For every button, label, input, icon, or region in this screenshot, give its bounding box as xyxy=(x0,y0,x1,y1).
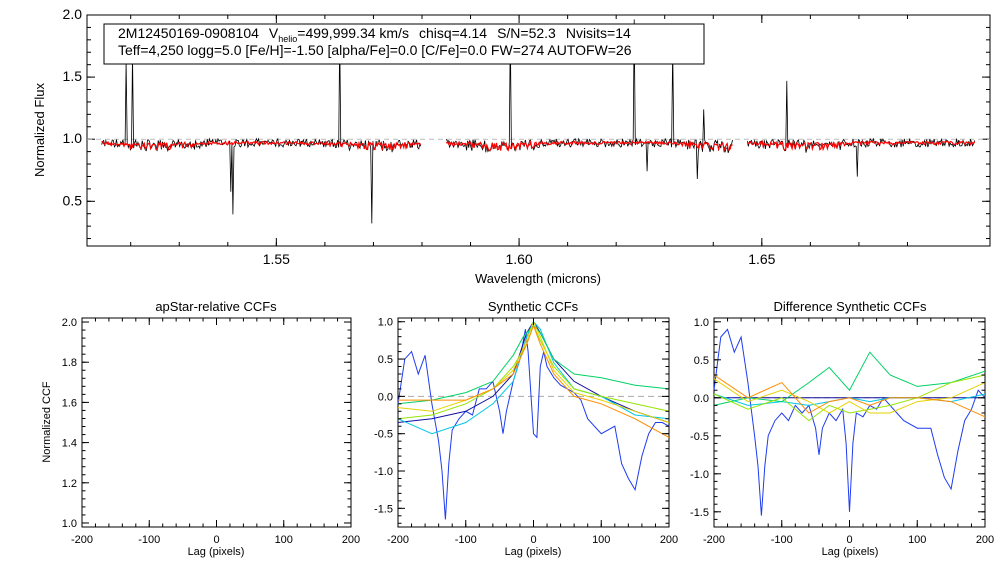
synthetic-ccf-line xyxy=(397,320,670,423)
apstar-ccf-title: apStar-relative CCFs xyxy=(155,299,277,314)
difference-ccf-xtick-label: 100 xyxy=(908,534,926,546)
apstar-ccf-ytick-label: 1.6 xyxy=(62,397,77,409)
apstar-ccf-ytick-label: 1.2 xyxy=(62,478,77,490)
difference-ccf-ytick-label: -0.5 xyxy=(690,431,709,443)
spectrum-plot: 1.55 1.60 1.65 0.5 1.0 1.5 2.0 2M12450169-0908… xyxy=(32,6,991,286)
difference-ccf-title: Difference Synthetic CCFs xyxy=(774,299,927,314)
synthetic-ccf-frame xyxy=(397,317,670,528)
synthetic-ccf-line xyxy=(398,324,670,438)
difference-ccf-xtick-label: -100 xyxy=(771,534,793,546)
spectrum-xtick-label: 1.55 xyxy=(263,251,290,267)
difference-ccf-panel: -200 -100 0 100 200 -1.5 -1.0 -0.5 0.0 0.5 1.0 Dif… xyxy=(690,299,994,558)
vhelio-label: V xyxy=(269,25,279,41)
difference-ccf-line xyxy=(713,378,986,414)
apstar-ccf-ytick-label: 2.0 xyxy=(62,317,77,329)
difference-ccf-ytick-label: 0.5 xyxy=(694,355,709,367)
spectrum-ytick-label: 2.0 xyxy=(63,6,83,22)
difference-ccf-line xyxy=(713,374,986,418)
difference-ccf-line xyxy=(713,351,986,406)
synthetic-ccf-ytick-label: -0.5 xyxy=(374,429,393,441)
apstar-ccf-xtick-label: -100 xyxy=(138,534,160,546)
spectrum-xtick-label: 1.65 xyxy=(748,251,775,267)
spectrum-xtick-label: 1.60 xyxy=(505,251,532,267)
difference-ccf-frame xyxy=(713,317,986,528)
synthetic-ccf-ytick-label: -1.0 xyxy=(374,466,393,478)
synthetic-ccf-xtick-label: -100 xyxy=(455,534,477,546)
difference-ccf-xtick-label: 0 xyxy=(846,534,852,546)
difference-ccf-ticks: -200 -100 0 100 200 -1.5 -1.0 -0.5 0.0 0.5 1.0 xyxy=(690,317,994,546)
difference-ccf-ytick-label: -1.0 xyxy=(690,469,709,481)
apstar-ccf-xtick-label: 0 xyxy=(213,534,219,546)
difference-ccf-series xyxy=(713,328,986,516)
difference-ccf-ytick-label: 0.0 xyxy=(694,393,709,405)
synthetic-ccf-xlabel: Lag (pixels) xyxy=(505,546,562,558)
synthetic-ccf-ytick-label: 0.0 xyxy=(378,391,393,403)
synthetic-ccf-ticks: -200 -100 0 100 200 -1.5 -1.0 -0.5 0.0 0.5 1.0 xyxy=(374,317,678,546)
apstar-ccf-xtick-label: -200 xyxy=(71,534,93,546)
synthetic-ccf-series xyxy=(397,320,670,520)
spectrum-ytick-label: 1.0 xyxy=(63,130,83,146)
model-flux-line xyxy=(101,139,976,153)
synthetic-ccf-xtick-label: 100 xyxy=(592,534,610,546)
spectrum-ytick-label: 0.5 xyxy=(63,192,83,208)
synthetic-ccf-xtick-label: -200 xyxy=(387,534,409,546)
synthetic-ccf-ytick-label: 1.0 xyxy=(378,317,393,329)
apstar-ccf-panel: -200 -100 0 100 200 1.0 1.2 1.4 1.6 1.8 2.0 apStar… xyxy=(41,299,360,558)
spectrum-ticks: 1.55 1.60 1.65 0.5 1.0 1.5 2.0 xyxy=(63,6,990,267)
vhelio-subscript: helio xyxy=(278,34,297,44)
synthetic-ccf-xtick-label: 200 xyxy=(660,534,678,546)
synthetic-ccf-ytick-label: -1.5 xyxy=(374,503,393,515)
chisq: chisq=4.14 xyxy=(419,25,487,41)
spectrum-model-flux xyxy=(101,139,976,153)
synthetic-ccf-title: Synthetic CCFs xyxy=(488,299,579,314)
apstar-ccf-ytick-label: 1.8 xyxy=(62,357,77,369)
synthetic-ccf-line xyxy=(397,324,670,420)
difference-ccf-xtick-label: -200 xyxy=(703,534,725,546)
spectrum-ytick-label: 1.5 xyxy=(63,68,83,84)
apstar-ccf-ytick-label: 1.4 xyxy=(62,438,77,450)
difference-ccf-line xyxy=(713,374,986,422)
synthetic-ccf-line xyxy=(397,324,670,405)
info-line-1: 2M12450169-0908104 Vhelio=499,999.34 km/s… xyxy=(118,25,631,44)
nvisits: Nvisits=14 xyxy=(566,25,631,41)
apstar-ccf-ytick-label: 1.0 xyxy=(62,518,77,530)
synthetic-ccf-line xyxy=(397,329,670,520)
apstar-ccf-xlabel: Lag (pixels) xyxy=(188,546,245,558)
synthetic-ccf-panel: -200 -100 0 100 200 -1.5 -1.0 -0.5 0.0 0.5 1.0 Syn… xyxy=(374,299,678,558)
difference-ccf-line xyxy=(713,328,986,516)
star-id: 2M12450169-0908104 xyxy=(118,25,259,41)
apstar-ccf-frame xyxy=(81,317,352,528)
difference-ccf-xlabel: Lag (pixels) xyxy=(822,546,879,558)
difference-ccf-ytick-label: -1.5 xyxy=(690,507,709,519)
spectrum-axes-frame xyxy=(86,14,991,247)
apstar-ccf-ticks: -200 -100 0 100 200 1.0 1.2 1.4 1.6 1.8 2.0 xyxy=(62,317,360,546)
synthetic-ccf-xtick-label: 0 xyxy=(530,534,536,546)
snr: S/N=52.3 xyxy=(497,25,556,41)
apstar-ccf-xtick-label: 200 xyxy=(342,534,360,546)
apstar-ccf-xtick-label: 100 xyxy=(275,534,293,546)
difference-ccf-ytick-label: 1.0 xyxy=(694,317,709,329)
difference-ccf-xtick-label: 200 xyxy=(976,534,994,546)
spectrum-xlabel: Wavelength (microns) xyxy=(475,271,601,286)
synthetic-ccf-line xyxy=(397,320,670,423)
stellar-params: Teff=4,250 logg=5.0 [Fe/H]=-1.50 [alpha/… xyxy=(118,42,632,58)
info-box xyxy=(103,23,705,65)
vhelio-value: =499,999.34 km/s xyxy=(297,25,409,41)
synthetic-ccf-ytick-label: 0.5 xyxy=(378,354,393,366)
apstar-ccf-ylabel: Normalized CCF xyxy=(41,381,53,463)
spectrum-ylabel: Normalized Flux xyxy=(32,83,47,177)
